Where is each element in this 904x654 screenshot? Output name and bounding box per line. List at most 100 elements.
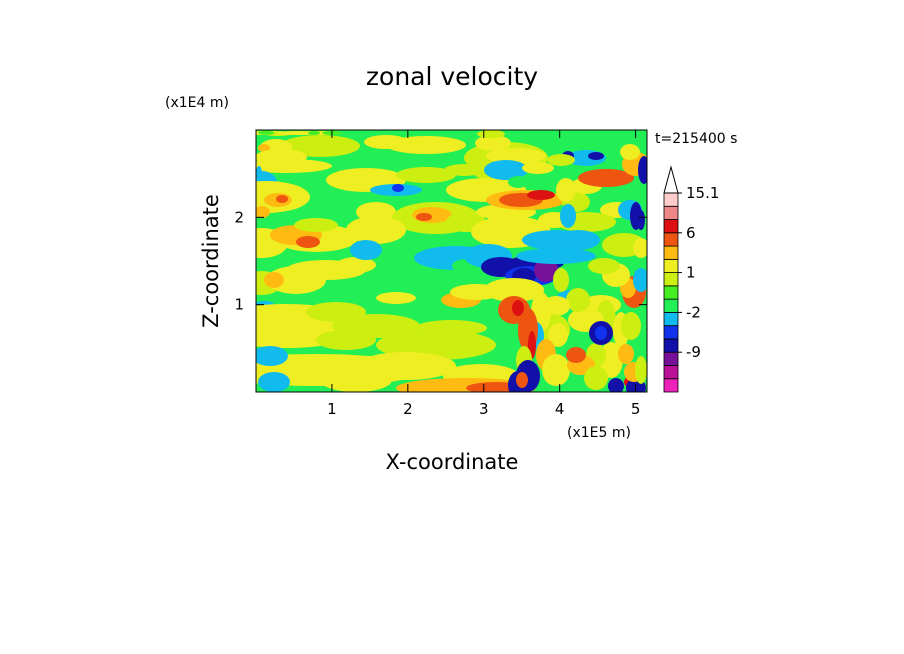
contour-region bbox=[296, 236, 320, 248]
contour-region bbox=[316, 330, 376, 350]
colorbar-label: -2 bbox=[686, 303, 701, 321]
chart-title: zonal velocity bbox=[366, 62, 538, 91]
contour-region bbox=[566, 288, 590, 312]
contour-region bbox=[588, 152, 604, 160]
contour-region bbox=[534, 258, 558, 282]
colorbar-segment bbox=[663, 232, 679, 247]
contour-region bbox=[620, 144, 640, 160]
y-units-label: (x1E4 m) bbox=[165, 95, 229, 111]
colorbar-label: 6 bbox=[686, 224, 696, 242]
contour-regions bbox=[256, 130, 647, 392]
contour-region bbox=[484, 160, 528, 180]
x-tick-label: 5 bbox=[631, 400, 641, 418]
colorbar-segment bbox=[663, 298, 679, 313]
colorbar bbox=[663, 165, 679, 393]
contour-region bbox=[416, 213, 432, 221]
contour-region bbox=[258, 372, 290, 392]
contour-region bbox=[336, 257, 376, 273]
colorbar-segment bbox=[663, 219, 679, 234]
contour-region bbox=[633, 238, 647, 258]
colorbar-segment bbox=[663, 325, 679, 340]
contour-region bbox=[444, 164, 484, 176]
contour-region bbox=[294, 218, 338, 232]
y-axis-ticks: 12 bbox=[234, 208, 647, 314]
contour-region bbox=[618, 344, 634, 364]
contour-region bbox=[264, 272, 284, 288]
plot-frame bbox=[255, 129, 648, 393]
contour-region bbox=[522, 162, 554, 174]
colorbar-segment bbox=[663, 245, 679, 260]
contour-region bbox=[356, 352, 456, 380]
colorbar-segment bbox=[663, 285, 679, 300]
contour-region bbox=[276, 195, 288, 203]
contour-region bbox=[556, 178, 576, 202]
contour-region bbox=[396, 167, 456, 183]
colorbar-segment bbox=[663, 365, 679, 380]
contour-region bbox=[386, 136, 466, 154]
contour-region bbox=[477, 130, 505, 138]
contour-region bbox=[560, 204, 576, 228]
contour-region bbox=[556, 230, 600, 250]
contour-region bbox=[527, 190, 555, 200]
contour-region bbox=[266, 266, 326, 294]
contour-region bbox=[553, 268, 569, 292]
contour-region bbox=[542, 354, 570, 386]
contour-region bbox=[350, 240, 382, 260]
time-label: t=215400 s bbox=[655, 131, 737, 147]
contour-region bbox=[484, 278, 544, 302]
contour-region bbox=[638, 156, 647, 184]
colorbar-label: 15.1 bbox=[686, 184, 719, 202]
colorbar-label: -9 bbox=[686, 343, 701, 361]
colorbar-extend-arrow bbox=[663, 165, 679, 194]
contour-region bbox=[595, 326, 607, 340]
y-axis-label: Z-coordinate bbox=[199, 194, 223, 328]
contour-region bbox=[256, 149, 307, 165]
contour-region bbox=[512, 300, 524, 316]
contour-region bbox=[516, 248, 596, 264]
contour-region bbox=[635, 356, 647, 384]
colorbar-segment bbox=[663, 272, 679, 287]
contour-region bbox=[637, 210, 645, 230]
colorbar-segment bbox=[663, 205, 679, 220]
contour-region bbox=[256, 346, 288, 366]
x-axis-ticks: 1 2 3 4 5 bbox=[327, 130, 640, 418]
colorbar-segment bbox=[663, 258, 679, 274]
y-tick-label: 1 bbox=[234, 296, 244, 314]
contour-region bbox=[346, 216, 406, 244]
contour-region bbox=[588, 258, 620, 274]
contour-region bbox=[486, 148, 546, 164]
contour-region bbox=[392, 184, 404, 192]
contour-region bbox=[608, 378, 624, 392]
contour-region bbox=[584, 366, 608, 390]
contour-region bbox=[621, 312, 641, 340]
x-tick-label: 3 bbox=[479, 400, 489, 418]
contour-region bbox=[258, 144, 270, 152]
heatmap-field bbox=[256, 130, 647, 392]
colorbar-segment bbox=[663, 378, 679, 393]
contour-region bbox=[578, 169, 634, 187]
contour-region bbox=[258, 130, 274, 135]
contour-region bbox=[548, 323, 568, 347]
colorbar-labels: 15.1 6 1 -2 -9 bbox=[678, 184, 719, 361]
contour-region bbox=[308, 131, 320, 135]
y-tick-label: 2 bbox=[234, 208, 244, 226]
colorbar-segment bbox=[663, 192, 679, 207]
x-axis-label: X-coordinate bbox=[386, 450, 519, 474]
colorbar-segment bbox=[663, 338, 679, 353]
x-tick-label: 4 bbox=[555, 400, 565, 418]
contour-region bbox=[633, 268, 647, 292]
colorbar-segment bbox=[663, 351, 679, 366]
contour-region bbox=[516, 372, 528, 388]
contour-region bbox=[547, 154, 575, 166]
colorbar-segment bbox=[663, 311, 679, 327]
contour-region bbox=[475, 135, 511, 151]
contour-region bbox=[256, 206, 270, 218]
x-tick-label: 1 bbox=[327, 400, 337, 418]
contour-region bbox=[508, 176, 528, 188]
x-tick-label: 2 bbox=[403, 400, 413, 418]
contour-region bbox=[376, 292, 416, 304]
x-units-label: (x1E5 m) bbox=[567, 425, 631, 441]
contour-region bbox=[566, 347, 586, 363]
contour-region bbox=[280, 135, 360, 157]
